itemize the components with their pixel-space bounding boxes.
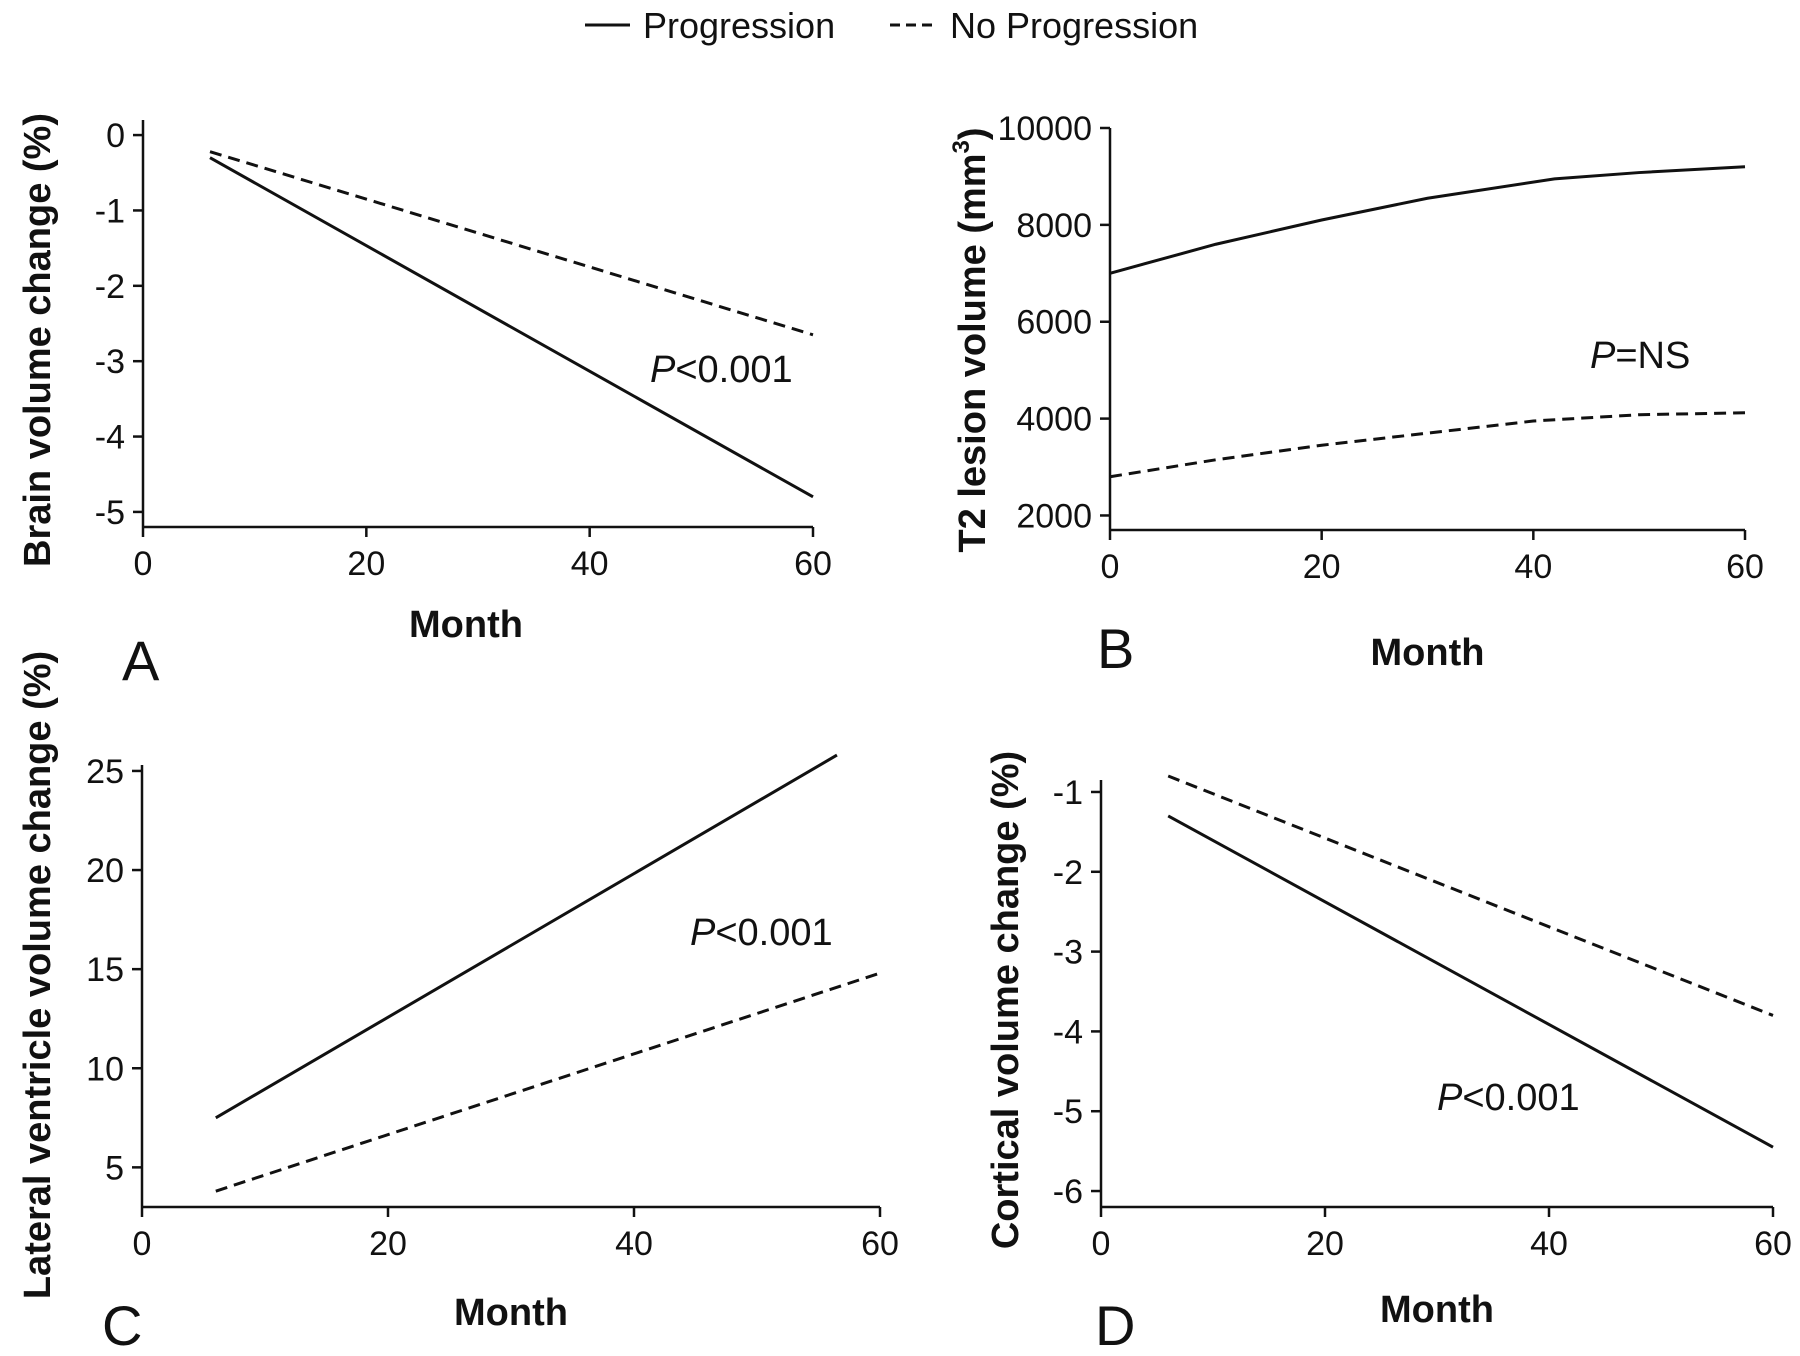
y-axis-title: Brain volume change (%) <box>17 113 59 567</box>
panel-c-lateral-ventricle-volume: 0 20 40 60 5 10 15 20 25 Month Lateral ventricle v… <box>17 651 899 1356</box>
y-axis-title: Lateral ventricle volume change (%) <box>17 651 59 1299</box>
legend: Progression No Progression <box>585 5 1198 46</box>
x-axis-title: Month <box>1380 1289 1494 1331</box>
y-tick-label: 20 <box>86 852 124 890</box>
x-axis-title: Month <box>1371 632 1485 674</box>
x-tick-label: 40 <box>1530 1225 1568 1263</box>
x-tick-label: 0 <box>134 545 153 583</box>
y-tick-label: -3 <box>1053 934 1083 972</box>
x-tick-label: 0 <box>1092 1225 1111 1263</box>
panel-letter: B <box>1097 617 1134 680</box>
y-tick-label: -5 <box>1053 1093 1083 1131</box>
legend-label-progression: Progression <box>643 5 835 46</box>
series-line-no-progression <box>1167 774 1774 1017</box>
panel-a-brain-volume: 0 20 40 60 0 -1 -2 -3 -4 -5 Month Brain volume chan… <box>17 113 832 692</box>
x-tick-label: 20 <box>1303 548 1341 586</box>
panel-b-t2-lesion-volume: 0 20 40 60 2000 4000 6000 8000 10000 Month T2 lesi… <box>948 110 1764 680</box>
y-tick-label: -2 <box>1053 854 1083 892</box>
y-tick-label: 15 <box>86 951 124 989</box>
panel-letter: D <box>1095 1294 1135 1356</box>
series-line-progression <box>209 156 814 499</box>
x-tick-label: 60 <box>1726 548 1764 586</box>
y-tick-label: -4 <box>95 419 125 457</box>
y-tick-label: 10 <box>86 1050 124 1088</box>
y-tick-label: -6 <box>1053 1173 1083 1211</box>
x-tick-label: 60 <box>861 1225 899 1263</box>
p-value-annotation: P<0.001 <box>690 912 833 954</box>
panel-d-cortical-volume: 0 20 40 60 -1 -2 -3 -4 -5 -6 Month Cortical volume … <box>985 751 1792 1356</box>
x-tick-label: 40 <box>571 545 609 583</box>
y-tick-label: -3 <box>95 343 125 381</box>
y-tick-label: 25 <box>86 753 124 791</box>
y-tick-label: -5 <box>95 494 125 532</box>
series-line-no-progression <box>1109 411 1746 479</box>
series-line-progression <box>1109 165 1746 275</box>
p-value-annotation: P=NS <box>1590 335 1690 377</box>
legend-label-no-progression: No Progression <box>950 5 1198 46</box>
p-value-annotation: P<0.001 <box>1437 1077 1580 1119</box>
y-tick-label: -1 <box>95 192 125 230</box>
y-tick-label: 8000 <box>1016 207 1092 245</box>
y-tick-label: 5 <box>105 1149 124 1187</box>
x-tick-label: 20 <box>369 1225 407 1263</box>
y-axis-title: T2 lesion volume (mm3) <box>948 127 994 552</box>
y-tick-label: 6000 <box>1016 304 1092 342</box>
y-tick-label: 0 <box>106 117 125 155</box>
p-value-annotation: P<0.001 <box>650 349 793 391</box>
panel-letter: C <box>102 1294 142 1356</box>
y-axis-title: Cortical volume change (%) <box>985 751 1027 1249</box>
y-tick-label: -2 <box>95 268 125 306</box>
x-tick-label: 40 <box>615 1225 653 1263</box>
series-line-progression <box>215 753 838 1120</box>
panel-letter: A <box>122 629 160 692</box>
y-tick-label: -4 <box>1053 1013 1083 1051</box>
x-axis-title: Month <box>454 1292 568 1334</box>
y-tick-label: 10000 <box>997 110 1092 148</box>
x-tick-label: 20 <box>347 545 385 583</box>
x-tick-label: 60 <box>794 545 832 583</box>
x-tick-label: 20 <box>1306 1225 1344 1263</box>
series-line-no-progression <box>215 971 881 1193</box>
series-line-no-progression <box>209 150 814 337</box>
x-tick-label: 40 <box>1514 548 1552 586</box>
y-tick-label: -1 <box>1053 774 1083 812</box>
x-tick-label: 0 <box>1101 548 1120 586</box>
series-line-progression <box>1167 814 1774 1149</box>
y-tick-label: 2000 <box>1016 497 1092 535</box>
y-tick-label: 4000 <box>1016 401 1092 439</box>
x-tick-label: 60 <box>1754 1225 1792 1263</box>
x-tick-label: 0 <box>133 1225 152 1263</box>
x-axis-title: Month <box>409 604 523 646</box>
